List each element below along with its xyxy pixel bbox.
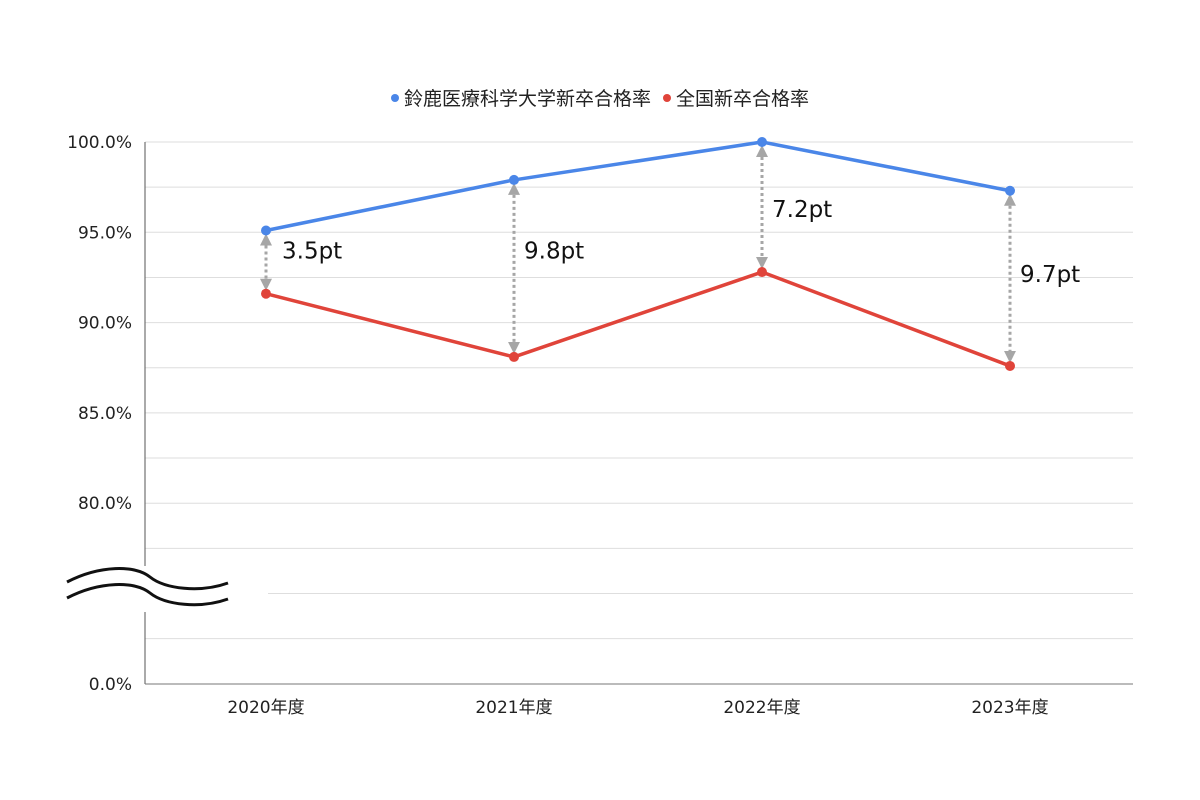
y-tick-label: 100.0% bbox=[67, 133, 132, 153]
series-line-1 bbox=[265, 140, 1011, 233]
y-tick-label: 85.0% bbox=[78, 404, 132, 424]
series-1-point bbox=[509, 174, 519, 185]
y-tick-label: 95.0% bbox=[78, 223, 132, 243]
axis-break-wave bbox=[66, 567, 229, 591]
legend-label-series-2: 全国新卒合格率 bbox=[676, 88, 810, 110]
series-1-point bbox=[1005, 185, 1015, 196]
x-tick-label: 2021年度 bbox=[475, 698, 552, 718]
legend-item-series-2[interactable]: 全国新卒合格率 bbox=[663, 84, 809, 111]
x-tick-label: 2020年度 bbox=[227, 698, 304, 718]
axis-break-wave bbox=[66, 583, 229, 607]
legend: 鈴鹿医療科学大学新卒合格率 全国新卒合格率 bbox=[0, 84, 1200, 111]
gap-label: 9.8pt bbox=[524, 238, 584, 264]
x-tick-label: 2023年度 bbox=[971, 698, 1048, 718]
series-2-point bbox=[509, 351, 519, 362]
series-line-2 bbox=[265, 270, 1011, 368]
series-2-point bbox=[261, 288, 271, 299]
legend-item-series-1[interactable]: 鈴鹿医療科学大学新卒合格率 bbox=[390, 84, 651, 111]
gap-label: 9.7pt bbox=[1020, 262, 1080, 288]
y-tick-label: 80.0% bbox=[78, 494, 132, 514]
series-1-point bbox=[757, 137, 767, 147]
legend-marker-series-1 bbox=[390, 93, 399, 102]
gap-label: 3.5pt bbox=[282, 238, 342, 264]
axis-break-icon bbox=[60, 566, 235, 612]
y-tick-label: 0.0% bbox=[89, 675, 132, 695]
legend-label-series-1: 鈴鹿医療科学大学新卒合格率 bbox=[403, 88, 651, 110]
legend-marker-series-2 bbox=[663, 93, 672, 102]
series-1-point bbox=[261, 225, 271, 236]
series-2-point bbox=[757, 267, 767, 278]
gap-label: 7.2pt bbox=[772, 197, 832, 223]
y-tick-label: 90.0% bbox=[78, 314, 132, 334]
x-tick-label: 2022年度 bbox=[723, 698, 800, 718]
series-2-point bbox=[1005, 360, 1015, 371]
